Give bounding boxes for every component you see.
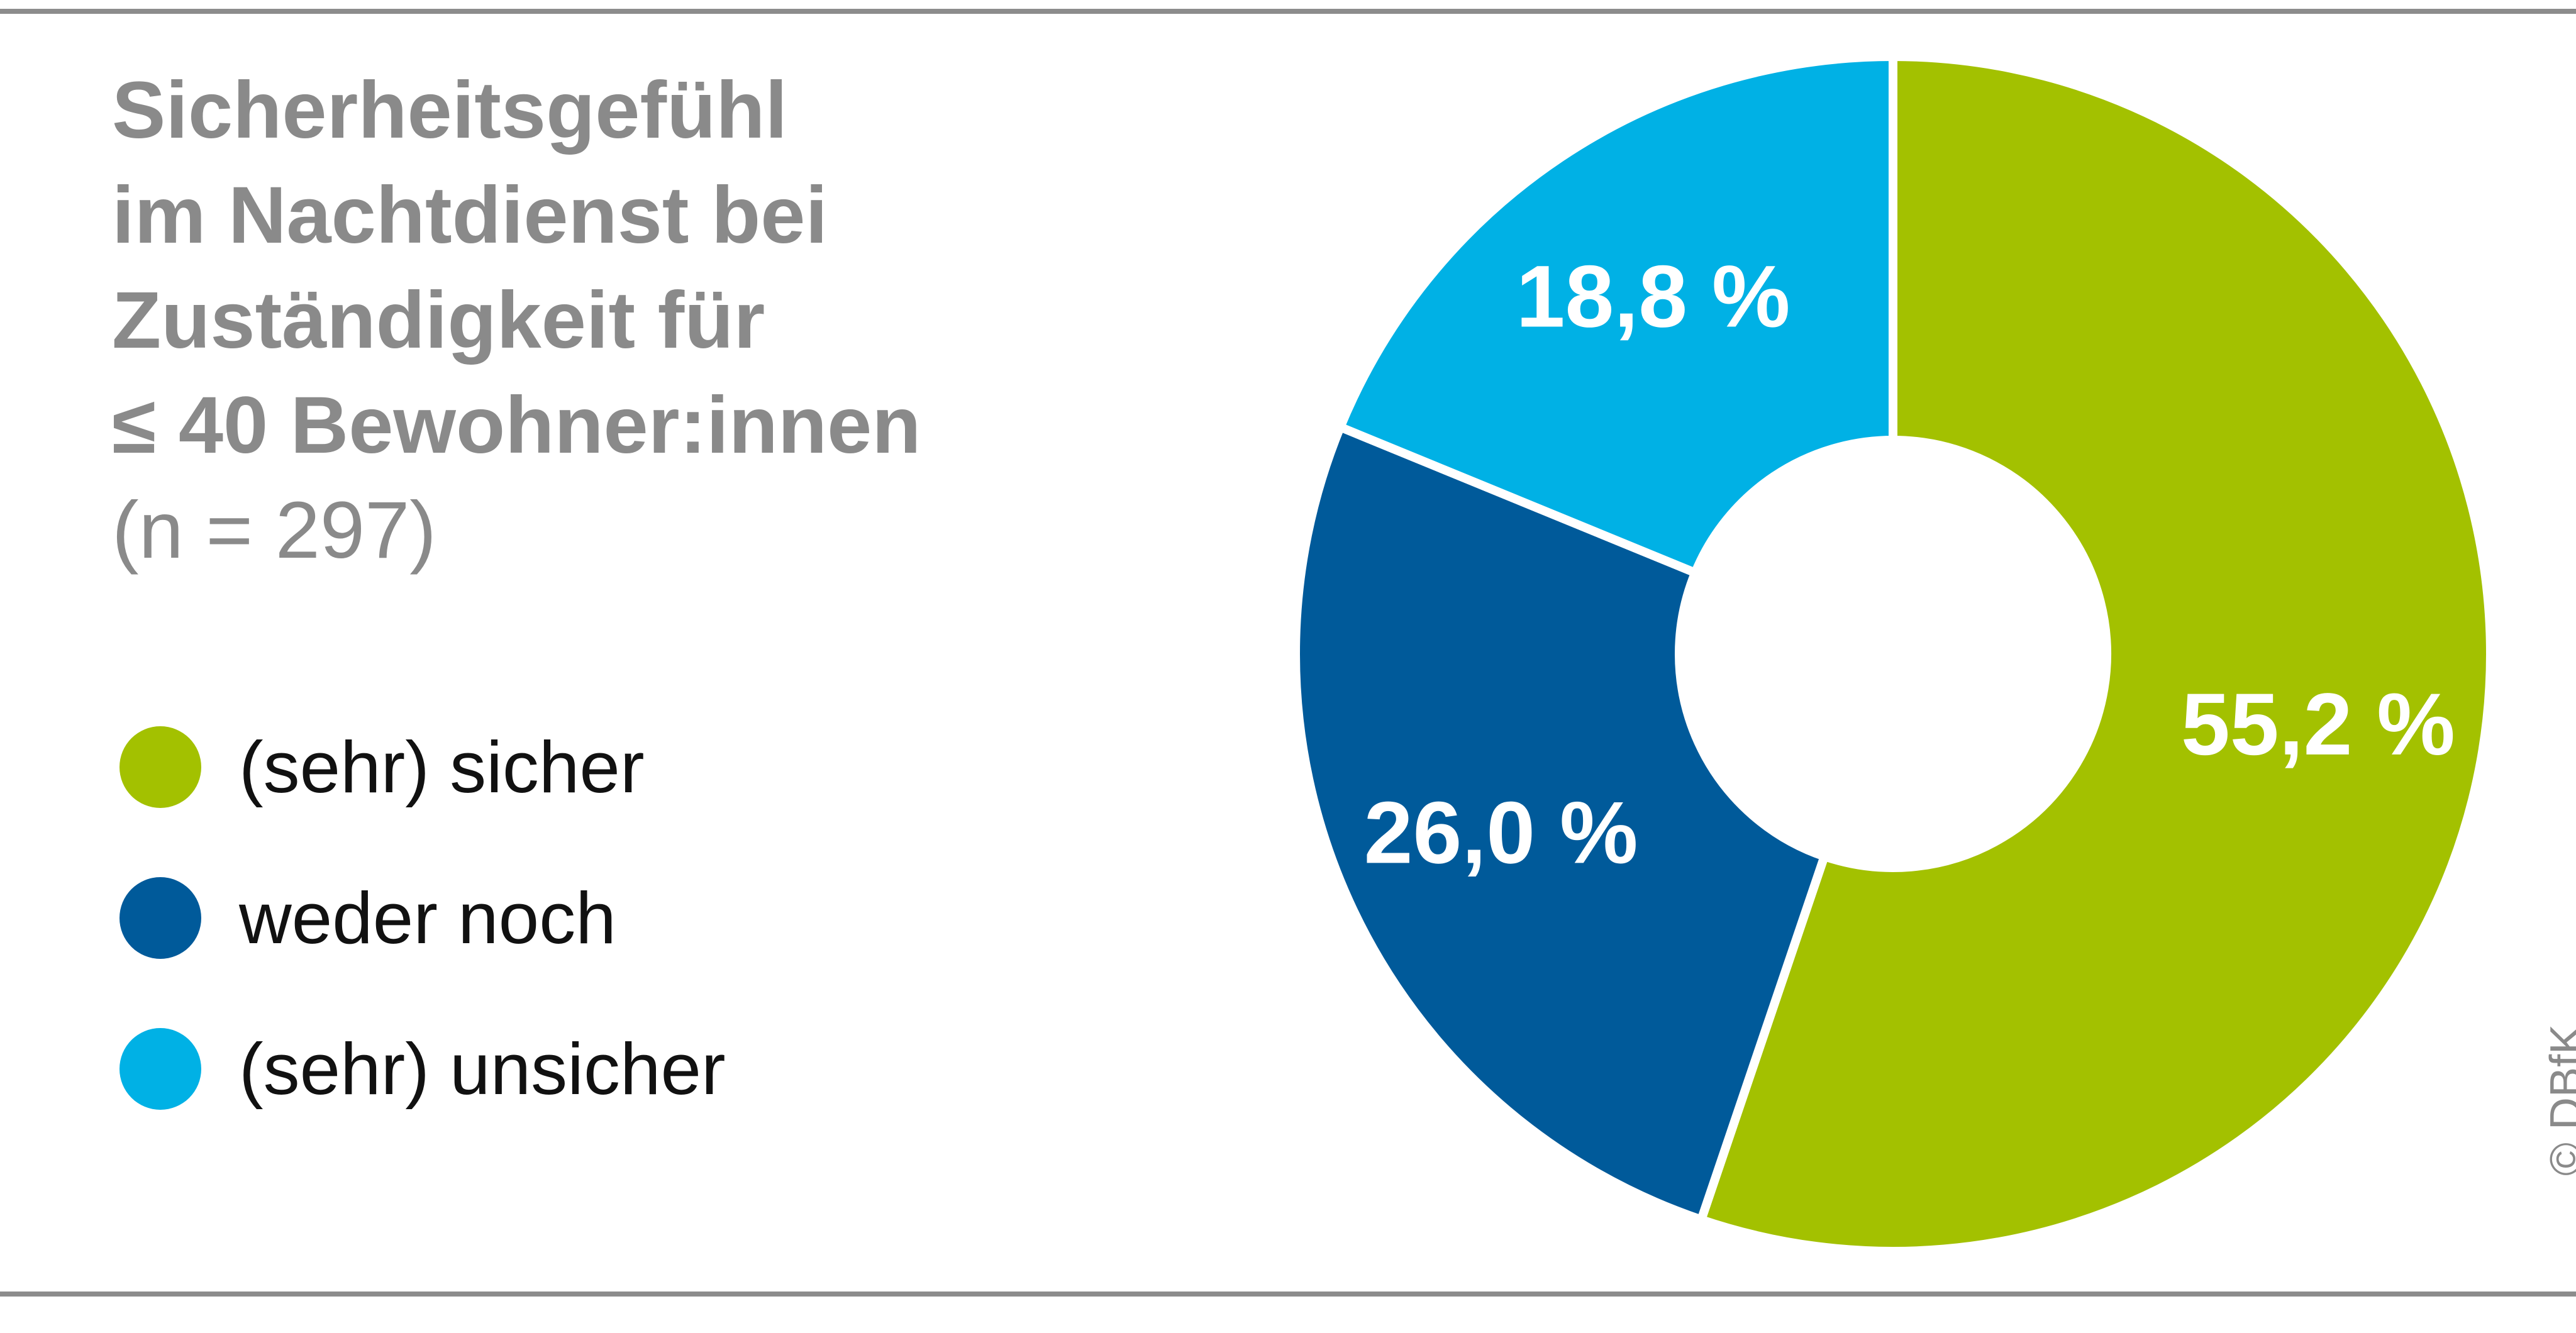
bottom-rule bbox=[0, 1292, 2576, 1297]
slice-label-weder-noch: 26,0 % bbox=[1364, 783, 1638, 882]
legend: (sehr) sicher weder noch (sehr) unsicher bbox=[119, 726, 726, 1110]
slice-weder-noch bbox=[1291, 421, 1830, 1225]
legend-item-sicher: (sehr) sicher bbox=[119, 726, 726, 808]
slice-label-sicher: 55,2 % bbox=[2181, 675, 2455, 773]
legend-item-unsicher: (sehr) unsicher bbox=[119, 1028, 726, 1110]
title-line-2: im Nachtdienst bei bbox=[112, 170, 828, 260]
legend-swatch-sicher bbox=[119, 726, 201, 808]
legend-label-weder-noch: weder noch bbox=[239, 877, 616, 959]
sample-size: (n = 297) bbox=[112, 485, 436, 575]
slice-label-unsicher: 18,8 % bbox=[1516, 247, 1790, 346]
legend-swatch-weder-noch bbox=[119, 877, 201, 959]
title-line-4: ≤ 40 Bewohner:innen bbox=[112, 380, 921, 470]
chart-title: Sicherheitsgefühl im Nachtdienst bei Zus… bbox=[112, 58, 1118, 583]
title-line-1: Sicherheitsgefühl bbox=[112, 65, 787, 155]
legend-label-sicher: (sehr) sicher bbox=[239, 726, 645, 808]
slice-sicher bbox=[1696, 52, 2495, 1256]
slice-unsicher bbox=[1335, 52, 1897, 579]
legend-item-weder-noch: weder noch bbox=[119, 877, 726, 959]
legend-label-unsicher: (sehr) unsicher bbox=[239, 1028, 726, 1110]
top-rule bbox=[0, 9, 2576, 14]
title-line-3: Zuständigkeit für bbox=[112, 275, 765, 365]
copyright-notice: © DBfK bbox=[2541, 1024, 2576, 1176]
legend-swatch-unsicher bbox=[119, 1028, 201, 1110]
